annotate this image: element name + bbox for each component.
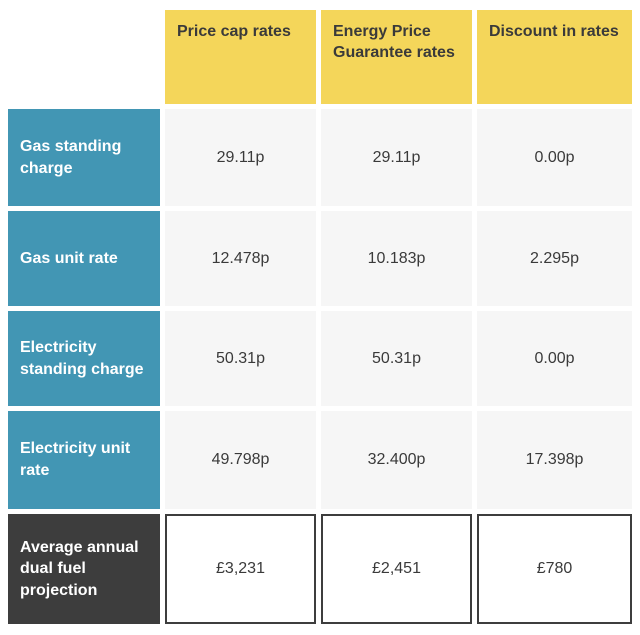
row-header-electricity-standing-charge: Electricity standing charge <box>8 311 160 406</box>
cell-electricity-unit-rate-price-cap: 49.798p <box>165 411 316 509</box>
cell-electricity-unit-rate-discount: 17.398p <box>477 411 632 509</box>
column-header-discount-in-rates: Discount in rates <box>477 10 632 104</box>
cell-gas-standing-charge-price-cap: 29.11p <box>165 109 316 206</box>
column-header-energy-price-guarantee-rates: Energy Price Guarantee rates <box>321 10 472 104</box>
cell-electricity-standing-charge-epg: 50.31p <box>321 311 472 406</box>
cell-projection-epg: £2,451 <box>321 514 472 624</box>
row-header-average-annual-dual-fuel-projection: Average annual dual fuel projection <box>8 514 160 624</box>
row-header-gas-unit-rate: Gas unit rate <box>8 211 160 306</box>
cell-gas-standing-charge-epg: 29.11p <box>321 109 472 206</box>
cell-electricity-standing-charge-discount: 0.00p <box>477 311 632 406</box>
cell-electricity-standing-charge-price-cap: 50.31p <box>165 311 316 406</box>
cell-gas-unit-rate-price-cap: 12.478p <box>165 211 316 306</box>
cell-gas-unit-rate-discount: 2.295p <box>477 211 632 306</box>
cell-projection-price-cap: £3,231 <box>165 514 316 624</box>
cell-projection-discount: £780 <box>477 514 632 624</box>
column-header-price-cap-rates: Price cap rates <box>165 10 316 104</box>
row-header-gas-standing-charge: Gas standing charge <box>8 109 160 206</box>
cell-electricity-unit-rate-epg: 32.400p <box>321 411 472 509</box>
cell-gas-unit-rate-epg: 10.183p <box>321 211 472 306</box>
cell-gas-standing-charge-discount: 0.00p <box>477 109 632 206</box>
row-header-electricity-unit-rate: Electricity unit rate <box>8 411 160 509</box>
corner-spacer <box>8 10 160 104</box>
